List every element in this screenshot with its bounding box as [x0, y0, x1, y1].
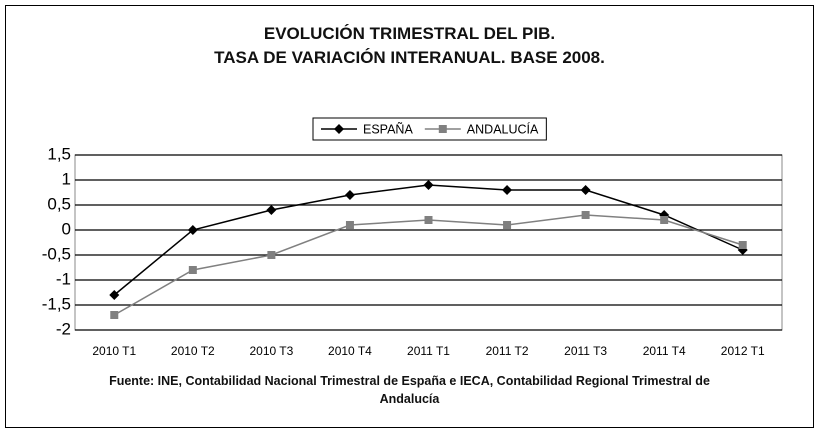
marker	[344, 190, 355, 200]
x-tick-label: 2010 T3	[249, 344, 293, 358]
y-tick-label: -1	[56, 269, 71, 288]
x-tick-label: 2010 T1	[92, 344, 136, 358]
x-tick-label: 2012 T1	[721, 344, 765, 358]
marker	[109, 290, 120, 300]
marker	[188, 266, 197, 274]
marker	[423, 180, 434, 190]
legend-label: ESPAÑA	[363, 122, 413, 136]
y-tick-label: -0,5	[42, 244, 71, 263]
x-tick-label: 2011 T3	[564, 344, 607, 358]
marker	[738, 241, 747, 249]
chart-title: EVOLUCIÓN TRIMESTRAL DEL PIB. TASA DE VA…	[214, 24, 605, 67]
chart-source: Fuente: INE, Contabilidad Nacional Trime…	[109, 374, 710, 406]
marker	[110, 311, 119, 319]
y-tick-label: 0	[62, 219, 71, 238]
y-tick-label: 1	[62, 169, 71, 188]
marker	[266, 205, 277, 215]
line-series	[113, 184, 744, 296]
marker	[503, 221, 512, 229]
x-tick-label: 2011 T1	[407, 344, 450, 358]
legend-label: ANDALUCÍA	[467, 121, 539, 136]
marker	[334, 124, 344, 134]
x-tick-label: 2011 T4	[643, 344, 686, 358]
marker	[187, 225, 198, 235]
marker	[502, 185, 513, 195]
marker	[660, 216, 669, 224]
marker	[581, 211, 590, 219]
marker	[424, 216, 433, 224]
x-tick-label: 2010 T2	[171, 344, 215, 358]
x-tick-label: 2010 T4	[328, 344, 372, 358]
x-tick-label: 2011 T2	[486, 344, 529, 358]
y-tick-label: -1,5	[42, 294, 71, 313]
marker	[267, 251, 276, 259]
marker	[345, 221, 354, 229]
y-tick-label: 1,5	[47, 144, 71, 163]
y-tick-label: -2	[56, 319, 71, 338]
marker	[438, 125, 447, 133]
marker	[580, 185, 591, 195]
chart-border	[5, 5, 814, 428]
y-tick-label: 0,5	[47, 194, 71, 213]
